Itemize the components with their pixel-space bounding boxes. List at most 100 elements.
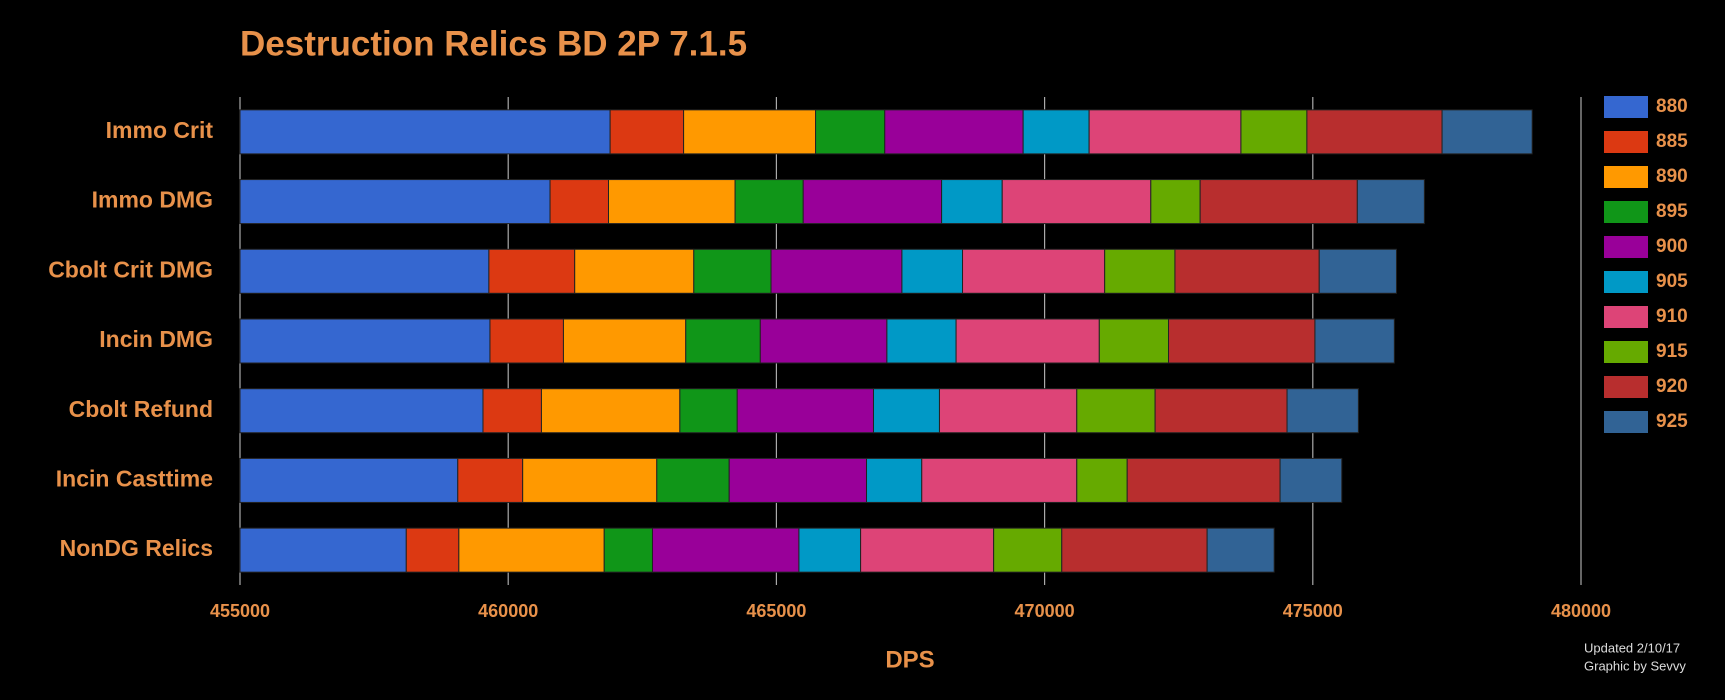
bar-segment — [239, 248, 490, 294]
chart-title: Destruction Relics BD 2P 7.1.5 — [240, 24, 747, 63]
bar-segment — [458, 527, 605, 573]
bar-segment — [728, 457, 868, 503]
bar-segment — [815, 109, 886, 155]
bar-segment — [1022, 109, 1090, 155]
bar-segment — [955, 318, 1100, 364]
bar-segment — [886, 318, 957, 364]
bar-segment — [239, 318, 491, 364]
y-tick-label: NonDG Relics — [60, 535, 213, 561]
bar-segment — [651, 527, 800, 573]
bar-segment — [656, 457, 730, 503]
x-axis-label: DPS — [885, 646, 934, 673]
legend-swatch — [1604, 236, 1648, 258]
bar-segment — [1104, 248, 1176, 294]
y-tick-label: Incin DMG — [99, 326, 213, 352]
bar-segment — [1314, 318, 1395, 364]
bar-segment — [798, 527, 862, 573]
bar-segment — [574, 248, 695, 294]
bar-segment — [872, 388, 940, 434]
bar-segment — [1168, 318, 1316, 364]
x-tick-label: 465000 — [746, 601, 806, 621]
legend-swatch — [1604, 341, 1648, 363]
bar-segment — [457, 457, 524, 503]
x-tick-label: 480000 — [1551, 601, 1611, 621]
bar-segment — [1154, 388, 1288, 434]
bar-segment — [1206, 527, 1275, 573]
bar-segment — [1318, 248, 1397, 294]
legend-label: 905 — [1656, 271, 1688, 292]
bar-segment — [1286, 388, 1359, 434]
bar-segment — [1088, 109, 1242, 155]
bar-segment — [603, 527, 653, 573]
legend-swatch — [1604, 411, 1648, 433]
bar-segment — [1306, 109, 1443, 155]
bar-segment — [1356, 179, 1425, 225]
legend-label: 880 — [1656, 96, 1688, 117]
bar-segment — [693, 248, 772, 294]
bar-segment — [239, 109, 611, 155]
bar-segment — [489, 318, 564, 364]
legend-label: 925 — [1656, 411, 1688, 432]
bar-segment — [683, 109, 817, 155]
bar-segment — [608, 179, 736, 225]
bar-segment — [1441, 109, 1533, 155]
bar-segment — [540, 388, 681, 434]
bar-segment — [488, 248, 576, 294]
bar-segment — [522, 457, 658, 503]
x-tick-label: 470000 — [1015, 601, 1075, 621]
bar-segment — [736, 388, 874, 434]
bar-segment — [770, 248, 903, 294]
bar-segment — [562, 318, 687, 364]
bar-segment — [1126, 457, 1281, 503]
bar-segment — [239, 457, 459, 503]
bar-segment — [993, 527, 1063, 573]
legend-label: 920 — [1656, 376, 1688, 397]
footnote: Graphic by Sevvy — [1584, 658, 1686, 673]
bar-segment — [938, 388, 1078, 434]
bar-segment — [901, 248, 964, 294]
legend-swatch — [1604, 166, 1648, 188]
footnote: Updated 2/10/17 — [1584, 640, 1680, 655]
bar-segment — [1076, 457, 1128, 503]
y-tick-label: Immo Crit — [106, 117, 214, 143]
bar-segment — [1001, 179, 1152, 225]
bar-segment — [802, 179, 943, 225]
bar-segment — [405, 527, 460, 573]
legend-swatch — [1604, 201, 1648, 223]
bar-segment — [1240, 109, 1308, 155]
bar-segment — [549, 179, 610, 225]
bar-segment — [1279, 457, 1343, 503]
legend-swatch — [1604, 131, 1648, 153]
bar-segment — [239, 388, 484, 434]
legend-label: 890 — [1656, 166, 1688, 187]
legend-swatch — [1604, 271, 1648, 293]
y-tick-label: Incin Casttime — [56, 466, 213, 492]
legend-label: 910 — [1656, 306, 1688, 327]
bar-segment — [1174, 248, 1320, 294]
bar-segment — [1098, 318, 1170, 364]
bar-segment — [1061, 527, 1208, 573]
bar-segment — [941, 179, 1003, 225]
legend-label: 900 — [1656, 236, 1688, 257]
bar-segment — [734, 179, 804, 225]
bar-segment — [884, 109, 1024, 155]
bar-segment — [679, 388, 738, 434]
legend-label: 895 — [1656, 201, 1688, 222]
bar-segment — [685, 318, 761, 364]
y-tick-label: Cbolt Crit DMG — [48, 256, 213, 282]
legend-label: 885 — [1656, 131, 1688, 152]
bar-segment — [860, 527, 995, 573]
legend-swatch — [1604, 306, 1648, 328]
legend-swatch — [1604, 96, 1648, 118]
bar-segment — [239, 527, 407, 573]
bar-segment — [962, 248, 1106, 294]
x-tick-label: 475000 — [1283, 601, 1343, 621]
bar-segment — [1199, 179, 1358, 225]
bar-segment — [1150, 179, 1201, 225]
x-tick-label: 460000 — [478, 601, 538, 621]
bar-segment — [866, 457, 923, 503]
x-tick-label: 455000 — [210, 601, 270, 621]
bar-segment — [1076, 388, 1156, 434]
y-tick-label: Cbolt Refund — [69, 396, 213, 422]
